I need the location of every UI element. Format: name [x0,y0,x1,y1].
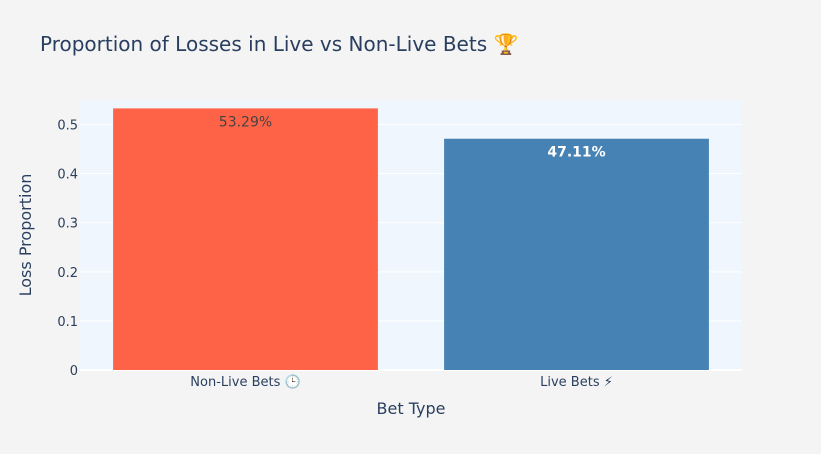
bars: 53.29% 47.11% [113,108,709,371]
y-tick-label: 0.2 [57,266,78,281]
chart-title: Proportion of Losses in Live vs Non-Live… [40,32,518,56]
x-tick-label: Non-Live Bets 🕒 [190,374,300,390]
y-tick-label: 0.3 [57,217,78,232]
y-tick-label: 0.1 [57,315,78,330]
y-tick-label: 0.5 [57,119,78,134]
bar [113,108,378,371]
data-label: 53.29% [219,114,272,130]
x-axis-title: Bet Type [377,399,446,418]
data-label: 47.11% [547,145,605,161]
y-axis-ticks: 0 0.1 0.2 0.3 0.4 0.5 [57,119,78,379]
y-tick-label: 0.4 [57,168,78,183]
y-tick-label: 0 [70,364,78,379]
y-axis-title: Loss Proportion [16,174,35,297]
x-tick-label: Live Bets ⚡ [540,375,613,390]
x-axis-ticks: Non-Live Bets 🕒 Live Bets ⚡ [190,374,613,390]
bar [444,138,709,370]
